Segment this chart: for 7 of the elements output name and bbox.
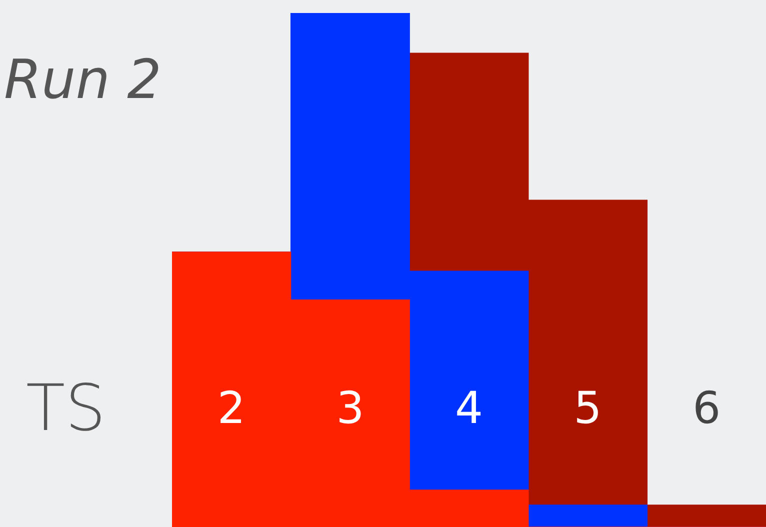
text: Run 2	[4, 48, 162, 111]
x-axis-title: TS	[26, 372, 106, 446]
x-tick-label: 4	[455, 382, 483, 434]
x-tick-label: 3	[336, 382, 364, 434]
x-tick-label: 6	[692, 382, 721, 434]
x-tick-label: 5	[574, 382, 602, 434]
x-tick-label: 2	[217, 382, 246, 434]
